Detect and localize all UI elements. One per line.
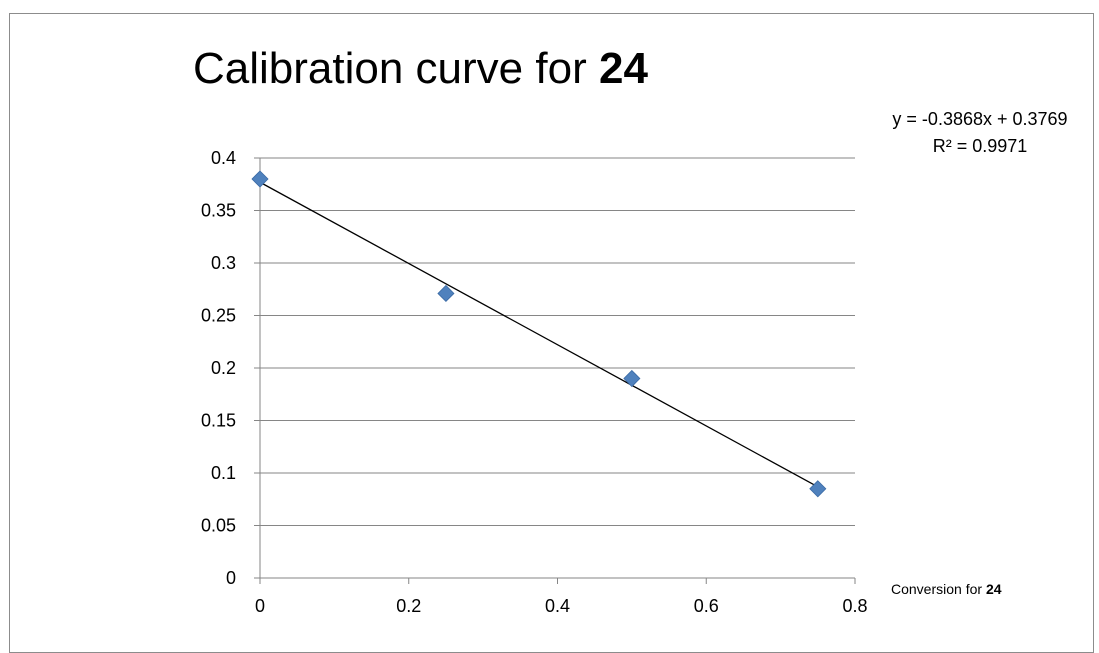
y-tick-label-6: 0.3 xyxy=(211,253,236,273)
trendline xyxy=(259,181,819,488)
x-tick-label-0: 0 xyxy=(255,596,265,616)
x-tick-label-2: 0.4 xyxy=(545,596,570,616)
chart-area xyxy=(9,13,1094,653)
y-tick-label-0: 0 xyxy=(226,568,236,588)
trendline-equation: y = -0.3868x + 0.3769 xyxy=(892,109,1068,129)
trendline-r-squared: R² = 0.9971 xyxy=(932,136,1028,156)
y-tick-label-8: 0.4 xyxy=(211,148,236,168)
y-tick-label-2: 0.1 xyxy=(211,463,236,483)
data-point-2 xyxy=(623,369,641,388)
y-tick-label-4: 0.2 xyxy=(211,358,236,378)
x-tick-label-3: 0.6 xyxy=(694,596,719,616)
data-point-1 xyxy=(437,284,455,303)
y-tick-label-1: 0.05 xyxy=(201,516,236,536)
chart-title-text: Calibration curve for xyxy=(193,44,587,93)
y-tick-label-7: 0.35 xyxy=(201,201,236,221)
x-axis-label-bold: 24 xyxy=(985,581,1002,597)
x-axis-label: Conversion for 24 xyxy=(891,581,1002,597)
chart-title: Calibration curve for 24 xyxy=(193,44,648,94)
trendline-label: y = -0.3868x + 0.3769 R² = 0.9971 xyxy=(860,106,1099,160)
data-point-0 xyxy=(251,170,269,188)
y-tick-label-3: 0.15 xyxy=(201,411,236,431)
data-point-3 xyxy=(809,480,827,498)
x-axis-label-text: Conversion for xyxy=(891,581,983,597)
x-tick-label-1: 0.2 xyxy=(396,596,421,616)
chart-title-bold: 24 xyxy=(598,44,648,93)
plot-area: 0 0.05 0.1 0.15 0.2 0.25 0.3 0.35 0.4 0 0.2 0.4 0.6 0… xyxy=(201,148,868,616)
x-tick-label-4: 0.8 xyxy=(842,596,867,616)
y-tick-label-5: 0.25 xyxy=(201,306,236,326)
